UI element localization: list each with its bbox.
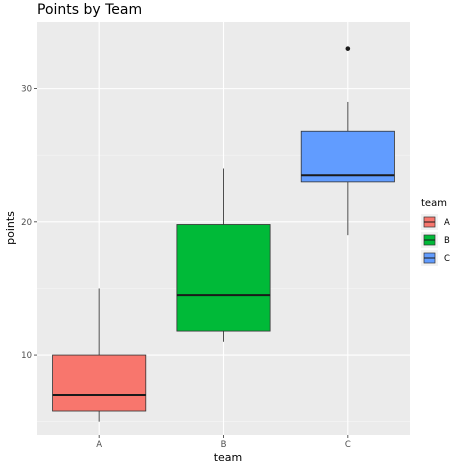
legend-label: C [444, 254, 450, 264]
legend-item-C: C [421, 250, 450, 266]
box-body [52, 354, 147, 412]
legend-label: A [444, 218, 450, 228]
y-tick-label: 10 [21, 351, 32, 361]
x-tick-label: A [96, 440, 102, 450]
box-B [176, 168, 271, 342]
y-axis-title: points [4, 211, 17, 245]
legend: team ABC [421, 198, 450, 266]
boxes [52, 46, 395, 422]
y-tick-label: 30 [21, 85, 32, 95]
box-A [52, 288, 147, 422]
y-axis-ticks: 10 20 30 [21, 85, 37, 361]
legend-item-B: B [421, 232, 450, 248]
x-axis-ticks: A B C [96, 435, 351, 450]
legend-item-A: A [421, 214, 450, 230]
legend-title: team [421, 198, 447, 209]
x-axis-title: team [214, 451, 243, 464]
x-tick-label: B [221, 440, 227, 450]
x-tick-label: C [345, 440, 351, 450]
box-C [300, 46, 395, 236]
legend-label: B [444, 236, 450, 246]
y-tick-label: 20 [21, 218, 32, 228]
legend-items: ABC [421, 214, 450, 266]
outlier-point [345, 46, 351, 51]
chart-title: Points by Team [37, 2, 142, 18]
box-body [300, 130, 395, 183]
box-body [176, 224, 271, 332]
